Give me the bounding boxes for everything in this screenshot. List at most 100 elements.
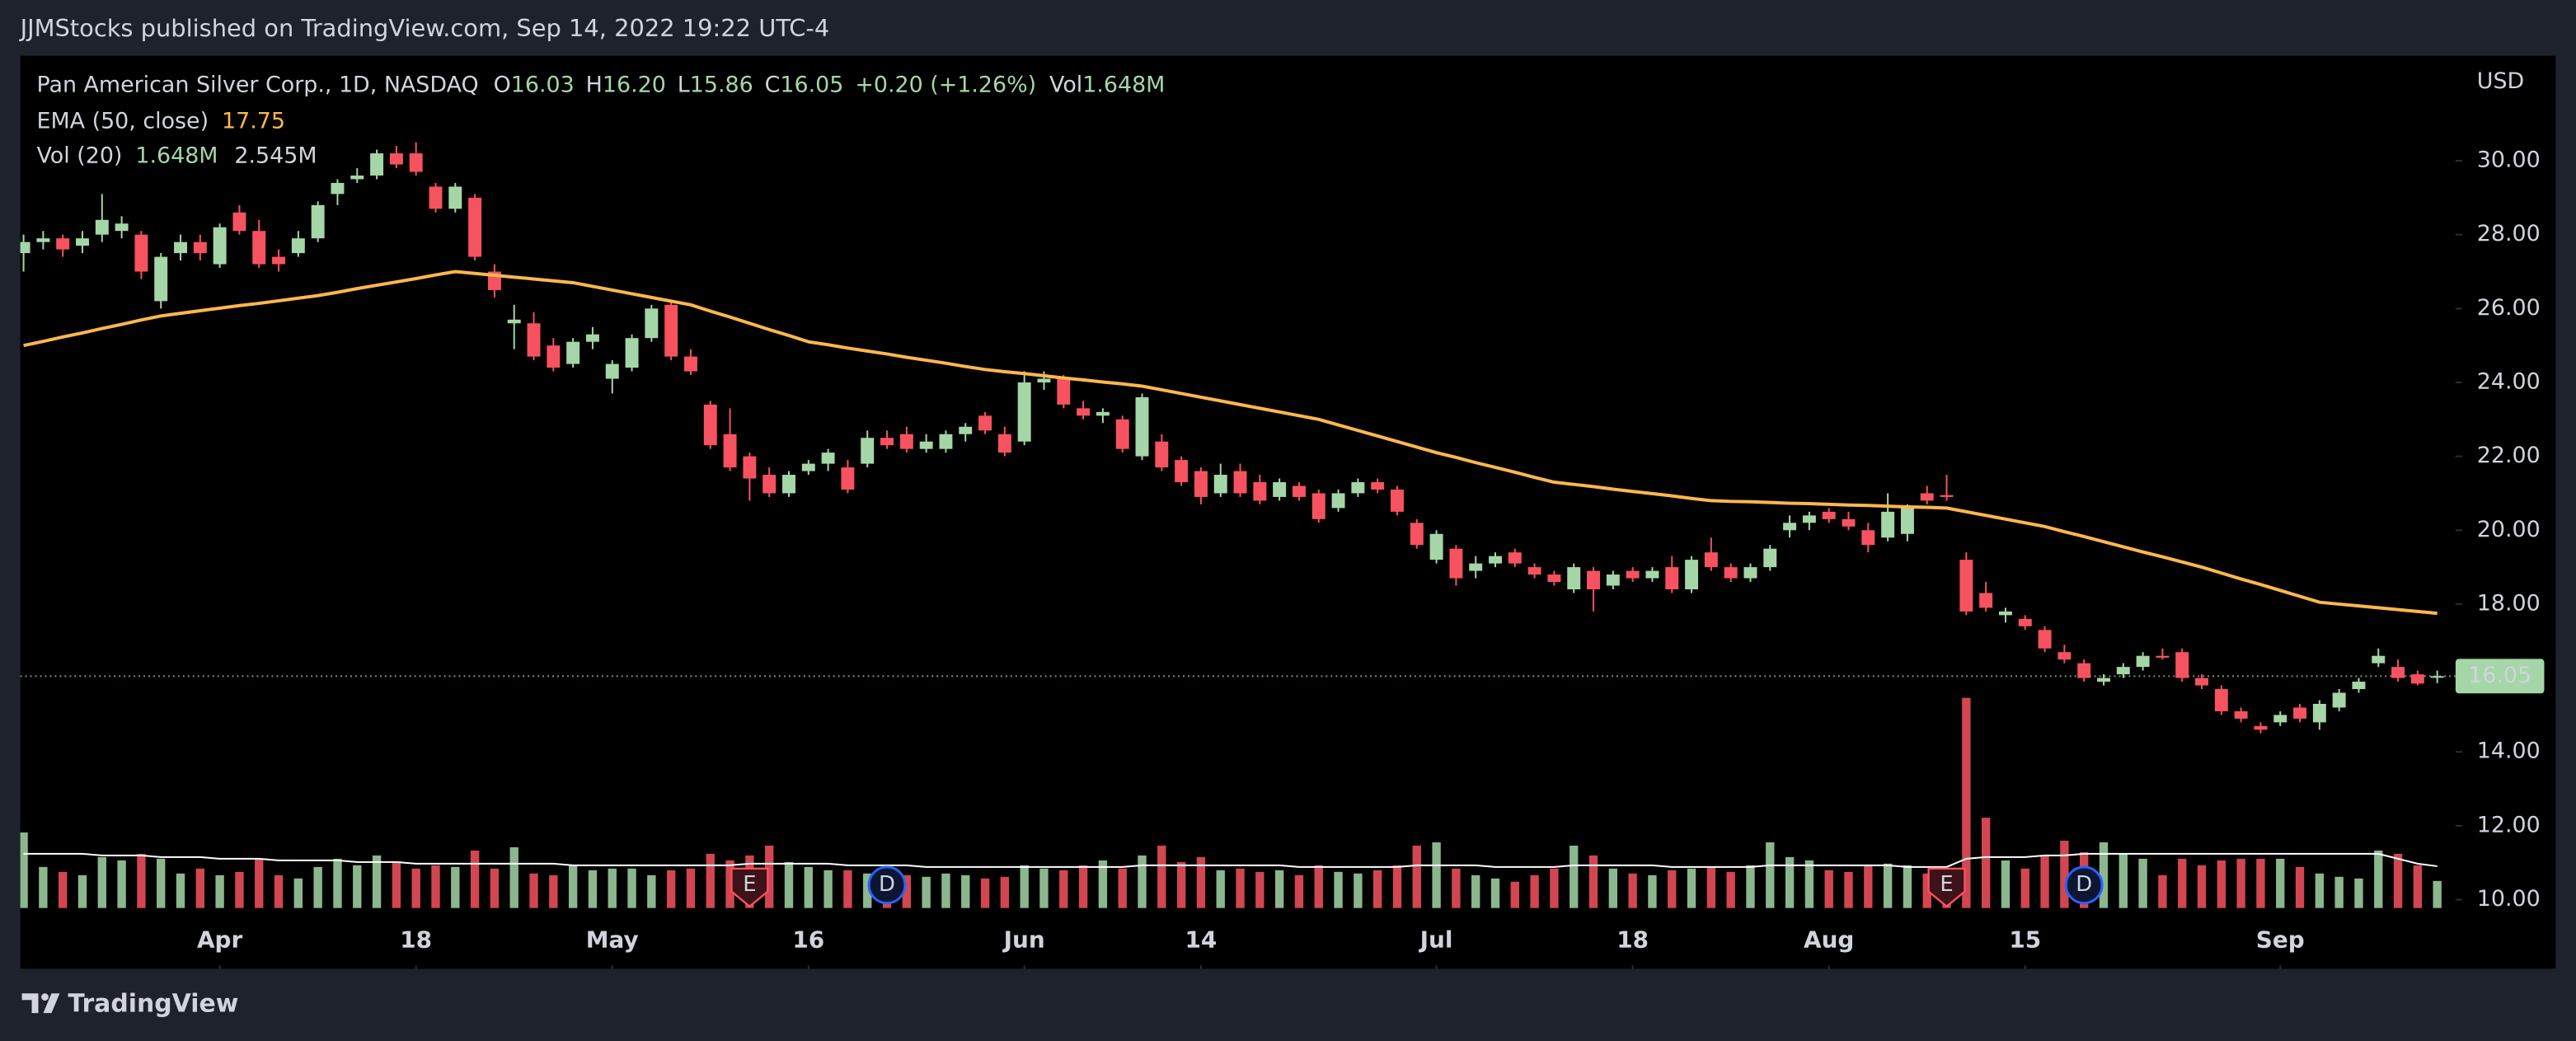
volume-bar: [2413, 865, 2423, 908]
volume-bar: [1098, 860, 1108, 908]
volume-bar: [549, 875, 558, 908]
legend-line-3: Vol (20) 1.648M 2.545M: [37, 143, 317, 168]
candle-body: [1626, 570, 1640, 579]
volume-bar: [568, 865, 578, 908]
volume-bar: [804, 866, 813, 908]
candle-body: [2116, 667, 2130, 675]
volume-bar: [372, 855, 382, 908]
dividend-marker: [867, 865, 907, 905]
candle-body: [1057, 378, 1071, 405]
volume-bar: [1922, 873, 1931, 908]
volume-bar: [2178, 858, 2187, 908]
candle-body: [821, 453, 835, 464]
y-tick-label: 12.00: [2477, 812, 2541, 837]
volume-bar: [1588, 855, 1598, 908]
volume-bar: [2217, 860, 2226, 908]
candle-body: [1881, 511, 1895, 538]
candle-body: [20, 241, 30, 254]
change: +0.20 (+1.26%): [855, 72, 1036, 97]
volume-bar: [97, 856, 106, 908]
volume-bar: [2354, 878, 2363, 908]
volume-bar: [1570, 845, 1579, 908]
candle-body: [174, 241, 187, 254]
candle-body: [997, 434, 1011, 453]
candle-body: [2038, 630, 2052, 649]
candle-body: [585, 334, 599, 342]
volume-bar: [235, 871, 244, 908]
volume-bar: [2276, 858, 2285, 908]
candle-body: [56, 238, 70, 250]
candle-body: [2097, 678, 2110, 682]
volume-bar: [1372, 870, 1382, 908]
y-tick-label: 10.00: [2477, 886, 2541, 912]
volume-bar: [2119, 853, 2128, 908]
volume-bar: [215, 875, 224, 908]
candle-body: [1527, 567, 1541, 575]
last-price-label: 16.05: [2468, 663, 2531, 688]
candle-body: [605, 363, 619, 379]
volume-value: 1.648M: [135, 143, 218, 168]
candle-body: [1213, 475, 1227, 494]
candle-body: [1842, 518, 1856, 527]
volume-bar: [1334, 871, 1343, 908]
volume-bar: [392, 861, 401, 908]
ohlc-value: 16.05: [780, 72, 843, 97]
candle-body: [978, 415, 992, 431]
volume-bar: [608, 868, 617, 908]
volume-bar: [666, 870, 676, 908]
candle-body: [919, 441, 933, 449]
volume-ma-line: [23, 852, 2438, 868]
candle-body: [547, 345, 561, 368]
candle-body: [762, 475, 777, 494]
candle-body: [2410, 674, 2424, 684]
volume-bar: [1118, 868, 1127, 908]
vol-label: Vol: [1049, 72, 1082, 97]
ema-value: 17.75: [222, 108, 285, 134]
candle-body: [1547, 574, 1561, 583]
volume-bar: [274, 875, 284, 908]
candle-body: [2312, 703, 2326, 723]
volume-bar: [1078, 865, 1088, 908]
candle-body: [1115, 419, 1129, 449]
candle-body: [2136, 655, 2150, 668]
candle-body: [645, 308, 659, 339]
footer-logo: TradingView: [21, 990, 238, 1019]
candle-body: [1077, 408, 1091, 416]
volume-bar: [431, 865, 440, 908]
ohlc-label: O: [494, 72, 511, 97]
candle-body: [1233, 471, 1247, 494]
candle-body: [291, 238, 305, 254]
volume-bar: [1412, 845, 1421, 908]
candle-body: [2273, 715, 2287, 723]
candle-body: [115, 223, 129, 232]
volume-bar: [2295, 866, 2305, 908]
x-tick-label: Jul: [1419, 926, 1453, 953]
volume-bar: [353, 865, 362, 908]
candle-body: [1959, 560, 1973, 612]
candle-body: [959, 426, 973, 434]
candle-body: [723, 434, 737, 468]
candle-body: [1724, 567, 1738, 579]
candle-body: [1037, 378, 1051, 382]
volume-bar: [980, 878, 990, 908]
candle-body: [448, 186, 462, 209]
candle-body: [1743, 567, 1757, 579]
candle-body: [2372, 655, 2386, 664]
ohlc-value: 15.86: [690, 72, 753, 97]
candle-body: [2214, 689, 2228, 711]
candle-body: [252, 231, 266, 265]
candle-body: [213, 227, 227, 265]
candle-body: [939, 434, 953, 449]
candle-body: [36, 238, 50, 242]
ohlc-value: 16.20: [603, 72, 666, 97]
candle-body: [1606, 574, 1620, 586]
candle-body: [350, 175, 364, 180]
x-tick-label: Sep: [2256, 926, 2305, 953]
candle-body: [2391, 667, 2405, 678]
candle-body: [468, 197, 482, 257]
volume-bar: [1176, 861, 1186, 908]
volume-bar: [1452, 868, 1461, 908]
volume-bar: [137, 853, 146, 908]
candle-body: [1704, 552, 1718, 568]
